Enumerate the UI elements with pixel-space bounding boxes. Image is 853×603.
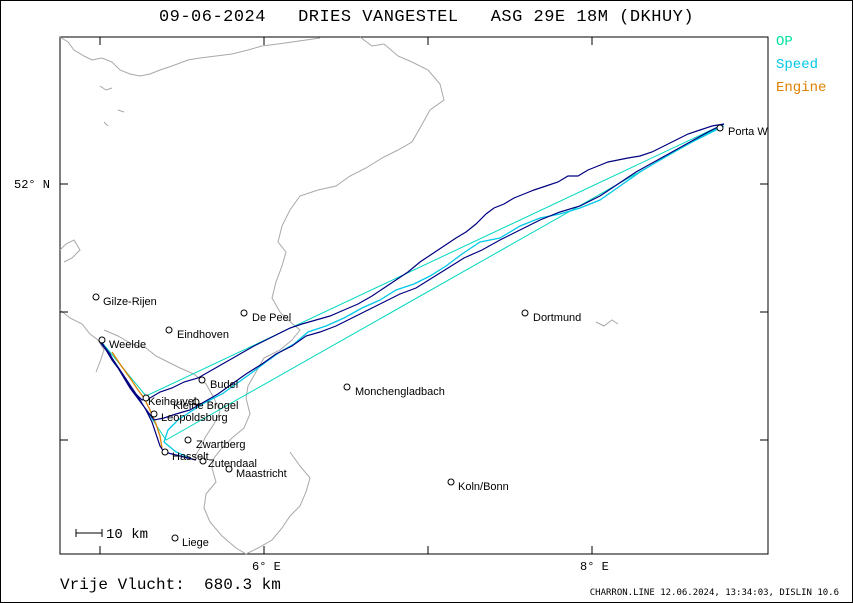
place-keiheuvel: Keiheuvel: [148, 396, 196, 408]
place-dortmund: Dortmund: [533, 312, 581, 324]
legend-engine: Engine: [776, 80, 827, 96]
place-kleine-brogel: Kleine Brogel: [173, 400, 238, 412]
place-liege: Liege: [182, 537, 209, 549]
scale-bar-label: 10 km: [106, 527, 148, 543]
graticule-ticks: [60, 37, 768, 554]
legend-op: OP: [776, 34, 793, 50]
speed-track: [163, 125, 725, 459]
lat-label: 52° N: [14, 178, 50, 192]
map-area: [59, 36, 769, 555]
country-borders: [59, 36, 619, 555]
distance-value: 680.3 km: [204, 576, 281, 594]
flight-title: 09-06-2024 DRIES VANGESTEL ASG 29E 18M (…: [0, 8, 853, 27]
legend-speed: Speed: [776, 57, 819, 73]
distance-summary: Vrije Vlucht: 680.3 km: [60, 576, 281, 594]
place-porta: Porta W: [728, 126, 768, 138]
flight-track: [99, 123, 725, 461]
place-de-peel: De Peel: [252, 312, 291, 324]
pilot-name: DRIES VANGESTEL: [298, 8, 459, 27]
place-markers: [92, 124, 724, 542]
place-koln-bonn: Koln/Bonn: [458, 481, 509, 493]
place-hasselt: Hasselt: [172, 451, 209, 463]
place-monchengladbach: Monchengladbach: [355, 386, 445, 398]
distance-label: Vrije Vlucht:: [60, 576, 185, 594]
place-gilze-rijen: Gilze-Rijen: [103, 296, 157, 308]
place-weelde: Weelde: [109, 339, 146, 351]
place-zutendaal: Zutendaal: [208, 458, 257, 470]
place-budel: Budel: [210, 379, 238, 391]
lon-label-8: 8° E: [580, 560, 609, 574]
flight-date: 09-06-2024: [158, 8, 266, 27]
glider-name: ASG 29E 18M (DKHUY): [490, 8, 695, 27]
scale-bar: [75, 529, 103, 537]
place-maastricht: Maastricht: [236, 468, 287, 480]
place-eindhoven: Eindhoven: [177, 329, 229, 341]
place-zwartberg: Zwartberg: [196, 439, 246, 451]
place-leopoldsburg: Leopoldsburg: [161, 412, 228, 424]
credit-line: CHARRON.LINE 12.06.2024, 13:34:03, DISLI…: [589, 588, 839, 598]
lon-label-6: 6° E: [252, 560, 281, 574]
